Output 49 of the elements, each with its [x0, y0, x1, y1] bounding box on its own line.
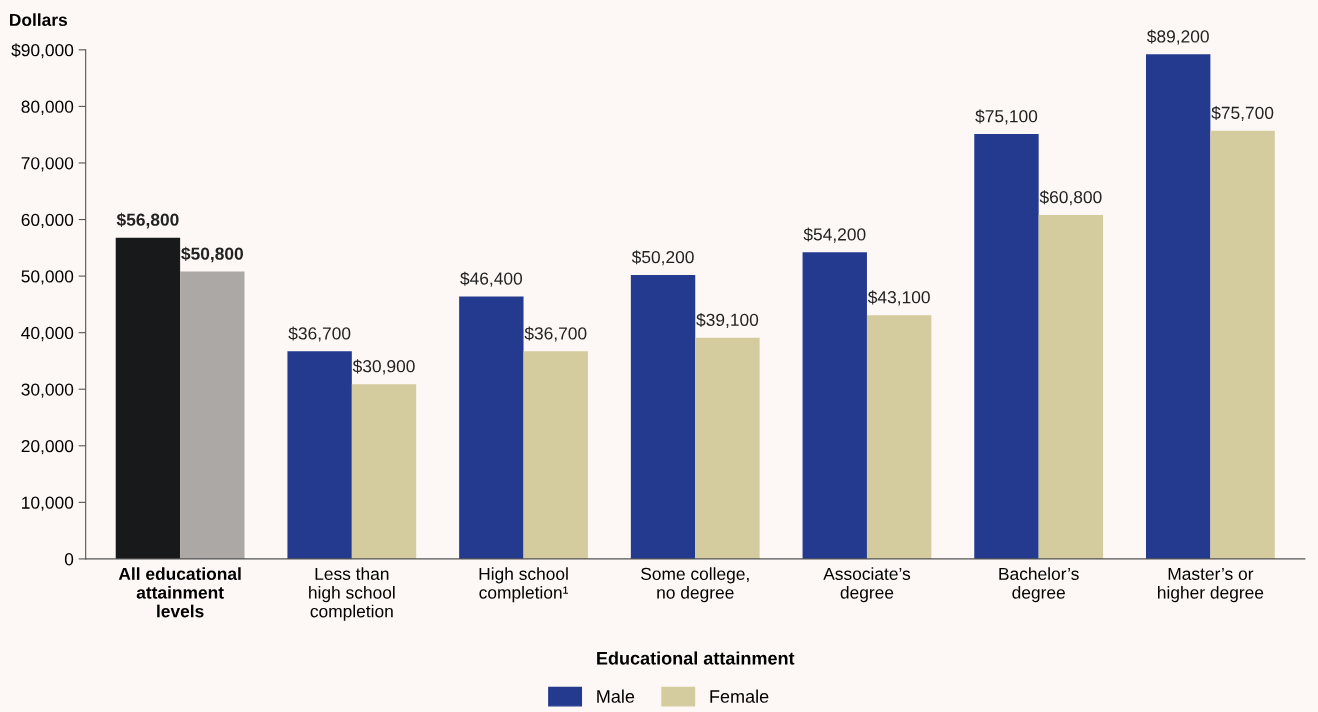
- bar: [1038, 215, 1104, 559]
- y-tick-label: 0: [64, 553, 74, 566]
- bar: [630, 274, 696, 559]
- y-tick-label: $90,000: [11, 43, 74, 59]
- x-tick-label: Master’s or higher degree: [1158, 567, 1264, 603]
- bar: [287, 351, 352, 559]
- y-tick-label: 50,000: [21, 270, 74, 285]
- legend-label: Male: [597, 689, 635, 703]
- bar: [974, 134, 1039, 559]
- bar: [115, 237, 181, 559]
- legend-label: Female: [710, 689, 769, 703]
- bar: [1210, 130, 1275, 559]
- data-label: $43,100: [867, 290, 930, 306]
- bar: [180, 271, 245, 559]
- bar: [351, 384, 417, 559]
- bar: [866, 315, 932, 559]
- x-tick-label: High school completion¹: [479, 567, 569, 603]
- y-tick-label: 10,000: [22, 496, 74, 511]
- data-label: $30,900: [352, 359, 415, 375]
- bar: [802, 252, 867, 559]
- data-label: $39,100: [696, 312, 759, 329]
- bar: [1145, 54, 1211, 559]
- data-label: $36,700: [524, 326, 587, 342]
- x-tick-label: All educational attainment levels: [118, 567, 241, 618]
- x-tick-label: Less than high school completion: [309, 567, 395, 621]
- data-label: $56,800: [116, 212, 179, 229]
- y-axis-title: Dollars: [10, 13, 68, 27]
- data-label: $50,200: [631, 250, 694, 266]
- data-label: $75,700: [1211, 105, 1274, 122]
- bar: [695, 337, 760, 559]
- y-tick-label: 70,000: [21, 157, 74, 172]
- x-tick-label: Some college, no degree: [641, 567, 749, 603]
- y-tick-label: 20,000: [21, 439, 74, 455]
- x-tick-label: Associate’s degree: [823, 567, 911, 603]
- y-tick-label: 60,000: [21, 213, 74, 229]
- x-tick-label: Bachelor’s degree: [999, 567, 1079, 603]
- y-tick-label: 80,000: [21, 100, 74, 115]
- x-axis-title: Educational attainment: [597, 651, 795, 665]
- bar: [459, 296, 524, 559]
- data-label: $36,700: [288, 326, 351, 342]
- data-label: $60,800: [1039, 190, 1102, 206]
- data-label: $50,800: [181, 246, 243, 263]
- y-tick-label: 40,000: [21, 326, 74, 342]
- bar: [523, 351, 588, 559]
- data-label: $46,400: [460, 271, 523, 287]
- y-tick-label: 30,000: [21, 383, 74, 398]
- data-label: $75,100: [975, 109, 1038, 125]
- data-label: $54,200: [803, 227, 866, 243]
- data-label: $89,200: [1147, 29, 1209, 45]
